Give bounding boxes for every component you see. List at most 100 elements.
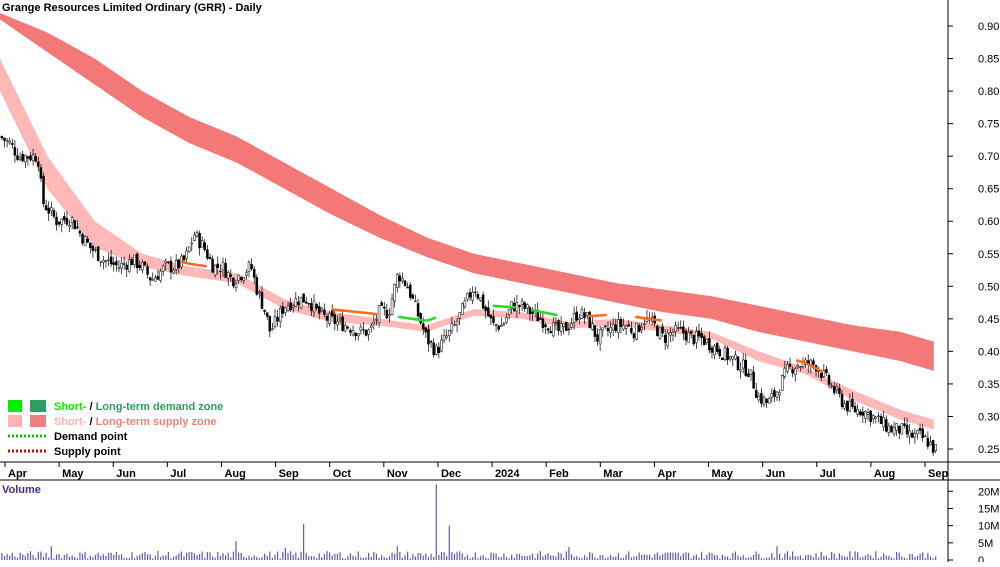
price-bar-body — [73, 220, 76, 230]
price-bar-body — [409, 284, 412, 298]
price-bar-body — [492, 316, 495, 324]
volume-bar — [604, 558, 606, 560]
price-bar-body — [773, 390, 776, 397]
volume-bar — [669, 552, 671, 560]
price-bar-body — [338, 318, 342, 321]
price-bar-body — [57, 221, 61, 225]
price-bar-body — [263, 309, 266, 312]
price-bar-body — [325, 315, 329, 321]
time-tick-label: Sep — [928, 468, 948, 480]
price-bar-body — [666, 332, 670, 347]
volume-bar — [916, 555, 919, 560]
price-bar-body — [351, 330, 355, 336]
supply-segment — [635, 315, 662, 322]
volume-bar — [643, 554, 645, 560]
price-bar-body — [302, 293, 305, 303]
volume-bar — [92, 557, 94, 560]
price-bar-body — [164, 261, 168, 264]
volume-bar — [318, 553, 320, 560]
volume-bar — [248, 555, 250, 560]
volume-panel: 20M 15M 10M 5M 0 — [1, 484, 999, 567]
time-tick-label: Nov — [387, 468, 409, 480]
price-bar-body — [916, 430, 919, 434]
price-bar-body — [359, 326, 363, 331]
volume-bar — [872, 558, 874, 560]
volume-bar — [394, 553, 396, 560]
volume-bar — [107, 552, 110, 560]
volume-bar — [295, 552, 297, 560]
volume-bar — [386, 557, 388, 560]
volume-bar — [841, 555, 843, 560]
volume-bar — [300, 551, 302, 560]
volume-bar — [818, 557, 820, 560]
volume-bar — [526, 556, 528, 560]
volume-bar — [664, 552, 666, 560]
volume-bar — [76, 558, 78, 560]
price-bar-body — [853, 406, 857, 412]
volume-bar — [266, 555, 268, 560]
volume-bar — [438, 554, 440, 560]
volume-bar — [805, 555, 807, 560]
volume-bar — [422, 555, 424, 560]
volume-bar — [180, 551, 182, 560]
volume-bar — [81, 553, 84, 560]
price-bar-body — [879, 415, 883, 424]
volume-bar — [560, 553, 562, 560]
price-bar-body — [786, 364, 789, 372]
volume-bar — [518, 553, 521, 560]
volume-bar — [648, 554, 651, 560]
volume-bar — [482, 555, 484, 560]
price-bar-body — [505, 317, 508, 323]
volume-bar — [555, 556, 557, 560]
legend-swatch-long — [30, 400, 46, 412]
price-bar-body — [934, 444, 937, 451]
volume-bar — [537, 553, 539, 560]
volume-bar — [459, 551, 461, 560]
volume-bar — [763, 558, 765, 560]
price-bar-body — [822, 370, 826, 377]
price-bar-body — [312, 300, 316, 313]
volume-bar — [825, 555, 828, 560]
price-bar-body — [224, 263, 227, 278]
price-bar-body — [851, 398, 854, 407]
volume-bar — [396, 546, 398, 560]
price-bar-body — [367, 329, 370, 335]
price-bar-body — [458, 312, 461, 319]
volume-bar — [711, 553, 713, 560]
price-bar-body — [182, 255, 186, 261]
volume-bar — [784, 553, 786, 560]
price-bar-body — [229, 274, 233, 277]
time-tick-label: Jun — [116, 468, 136, 480]
price-bar-body — [34, 156, 37, 162]
price-bar-body — [783, 367, 787, 377]
price-bar-body — [221, 261, 225, 271]
volume-bar — [274, 554, 276, 560]
volume-bar — [862, 557, 864, 560]
volume-bar — [581, 558, 583, 560]
price-bar-body — [713, 345, 716, 356]
price-bar-body — [104, 260, 108, 262]
volume-bar — [799, 555, 802, 560]
price-bar-body — [396, 274, 399, 288]
volume-bar — [61, 558, 63, 560]
price-bar-body — [861, 411, 865, 416]
volume-bar — [172, 556, 175, 560]
volume-bar — [141, 553, 143, 560]
price-bar-body — [216, 263, 220, 269]
price-bar-body — [297, 301, 300, 305]
volume-bar — [831, 551, 833, 560]
volume-bar — [550, 555, 552, 560]
price-bar-body — [169, 260, 173, 273]
price-bar-body — [596, 334, 599, 342]
price-bar-body — [765, 398, 768, 403]
price-bar-body — [138, 264, 142, 269]
volume-bar — [133, 558, 136, 560]
volume-bar — [323, 553, 326, 560]
volume-bar — [667, 552, 669, 560]
volume-bar — [766, 557, 768, 560]
volume-bar — [703, 558, 705, 560]
price-bar-body — [414, 300, 417, 303]
price-bar-body — [518, 305, 521, 308]
volume-bar — [79, 552, 81, 560]
price-bar-body — [291, 305, 295, 308]
